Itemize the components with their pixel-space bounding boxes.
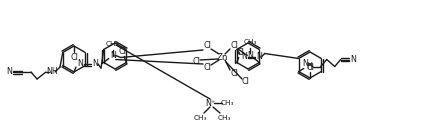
Text: N: N [256, 52, 262, 61]
Text: Cl: Cl [203, 64, 211, 72]
Text: CH₃: CH₃ [106, 41, 120, 47]
Text: N: N [241, 52, 247, 61]
Text: N: N [110, 51, 116, 60]
Text: CH₃: CH₃ [243, 39, 257, 46]
Text: N: N [247, 51, 253, 60]
Text: NH: NH [46, 67, 58, 76]
Text: N: N [6, 67, 12, 76]
Text: H: H [306, 62, 312, 71]
Text: Cl: Cl [241, 78, 249, 86]
Text: N: N [77, 60, 83, 69]
Text: N: N [92, 60, 98, 69]
Text: Cl: Cl [230, 41, 238, 50]
Text: Cl: Cl [118, 47, 126, 56]
Text: N: N [350, 55, 356, 64]
Text: Cl: Cl [70, 52, 78, 61]
Text: CH₃: CH₃ [217, 115, 231, 121]
Text: Zn: Zn [216, 52, 228, 61]
Text: CH₃: CH₃ [220, 100, 234, 106]
Text: Cl: Cl [230, 69, 238, 78]
Text: N: N [302, 59, 307, 68]
Text: Cl: Cl [192, 58, 200, 67]
Text: Cl: Cl [237, 48, 245, 57]
Text: N⁺: N⁺ [205, 98, 215, 107]
Text: Cl: Cl [203, 41, 211, 50]
Text: CH₃: CH₃ [193, 115, 207, 121]
Text: Cl: Cl [306, 63, 314, 72]
